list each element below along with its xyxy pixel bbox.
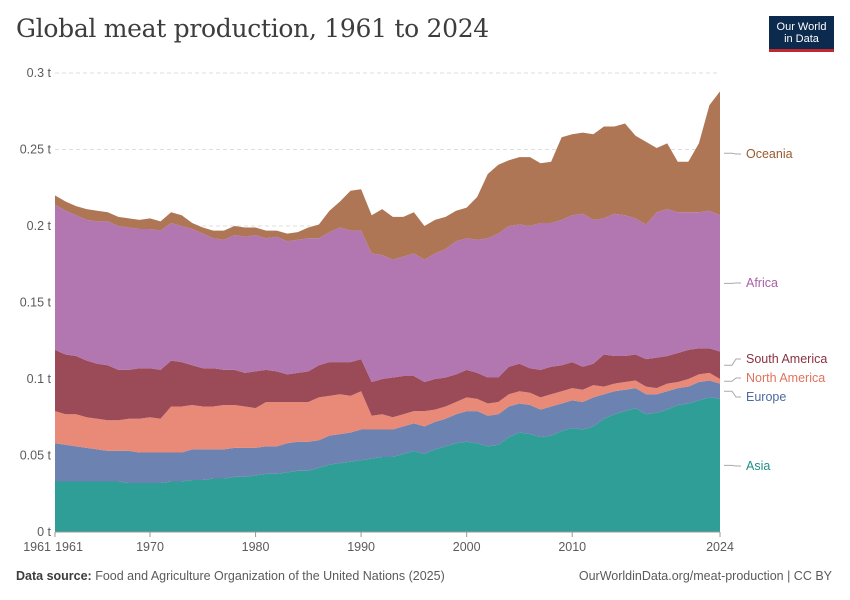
x-tick-label: 1990 (347, 540, 375, 554)
y-tick-label: 0.25 t (20, 143, 52, 157)
area-series (55, 91, 720, 532)
legend-label-oceania[interactable]: Oceania (746, 147, 793, 161)
legend-label-south-america[interactable]: South America (746, 352, 827, 366)
source-url-link[interactable]: OurWorldinData.org/meat-production | CC … (578, 569, 832, 583)
legend: Asia Europe North America South America Afri… (724, 147, 827, 473)
y-tick-label: 0.1 t (27, 372, 52, 386)
x-tick-label: 1980 (242, 540, 270, 554)
logo-line-1: Our World (776, 21, 827, 33)
logo-line-2: in Data (784, 33, 819, 45)
y-tick-label: 0 t (37, 525, 51, 539)
legend-label-north-america[interactable]: North America (746, 371, 825, 385)
legend-connector (724, 152, 741, 155)
data-source-label: Data source: (16, 569, 92, 583)
y-tick-label: 0.3 t (27, 66, 52, 80)
chart-title: Global meat production, 1961 to 2024 (16, 14, 489, 43)
x-tick-label: 1970 (136, 540, 164, 554)
area-europe[interactable] (55, 380, 720, 484)
x-tick-label: 2000 (453, 540, 481, 554)
legend-connector (724, 464, 741, 467)
area-north-america[interactable] (55, 372, 720, 453)
legend-label-africa[interactable]: Africa (746, 276, 778, 290)
x-tick-label: 1961 (55, 540, 83, 554)
area-south-america[interactable] (55, 348, 720, 421)
legend-label-asia[interactable]: Asia (746, 459, 770, 473)
legend-label-europe[interactable]: Europe (746, 390, 786, 404)
legend-connector (724, 377, 741, 382)
area-oceania[interactable] (55, 91, 720, 260)
owid-logo[interactable]: Our World in Data (769, 16, 834, 52)
axes: 0 t 0.05 t 0.1 t 0.15 t 0.2 t 0.25 t 0.3 t 1961… (20, 66, 734, 554)
area-africa[interactable] (55, 204, 720, 383)
x-tick-label: 2024 (706, 540, 734, 554)
y-tick-label: 0.15 t (20, 296, 52, 310)
data-source-text: Food and Agriculture Organization of the… (95, 569, 445, 583)
legend-connector (724, 390, 741, 398)
x-start-label: 1961 (23, 540, 51, 554)
y-tick-label: 0.05 t (20, 449, 52, 463)
area-asia[interactable] (55, 397, 720, 532)
legend-connector (724, 358, 741, 366)
x-tick-label: 2010 (558, 540, 586, 554)
y-tick-label: 0.2 t (27, 219, 52, 233)
data-source: Data source: Food and Agriculture Organi… (16, 569, 445, 583)
